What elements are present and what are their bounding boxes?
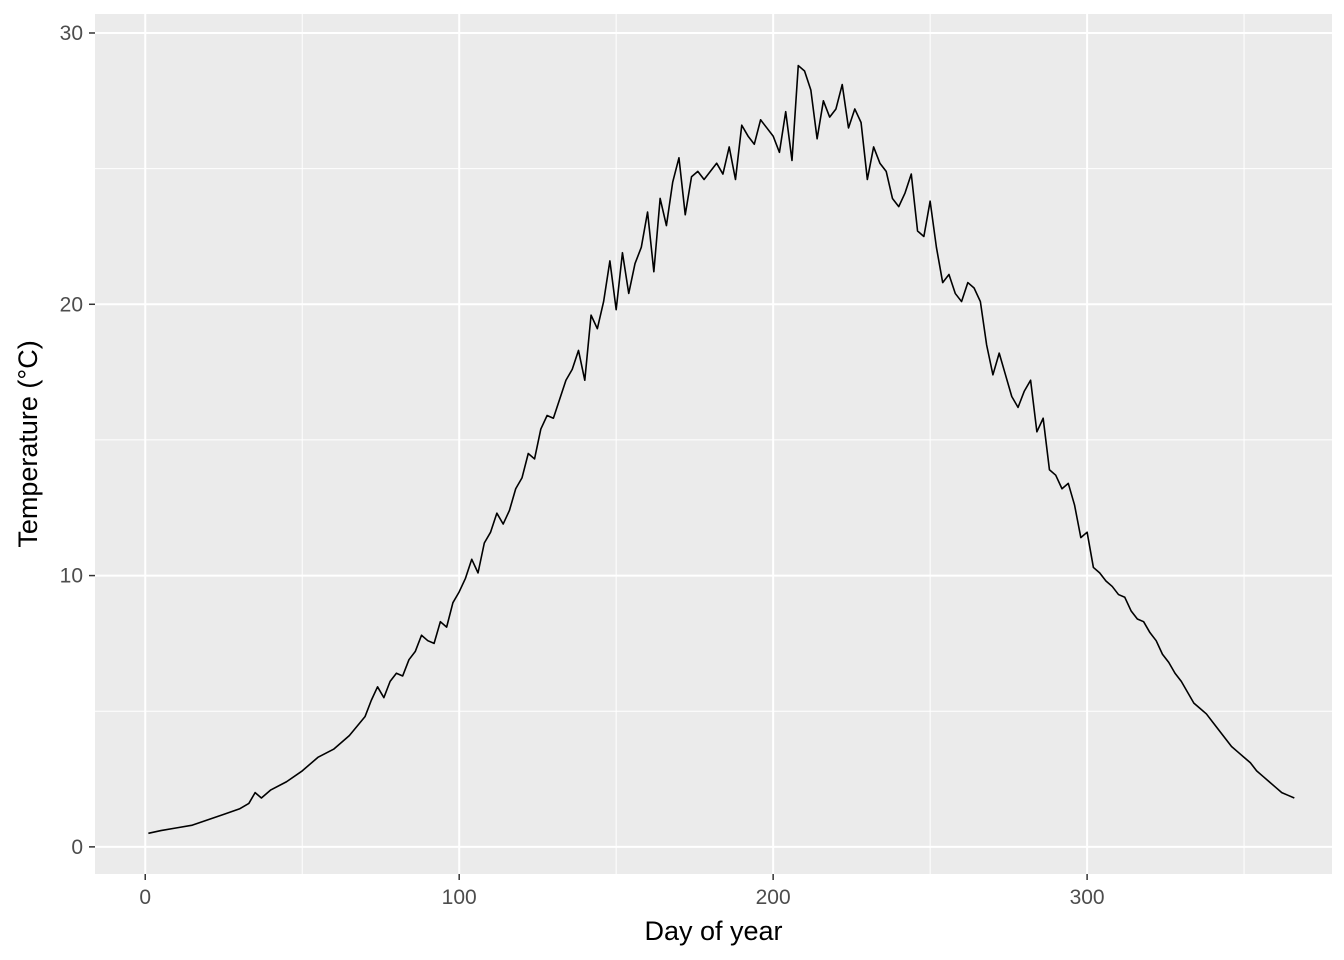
- y-tick-label: 20: [60, 293, 83, 316]
- x-tick-label: 300: [1070, 886, 1105, 909]
- axis-ticks: 0 100 200 300 0 10 20 30: [60, 22, 1105, 909]
- x-tick-label: 0: [139, 886, 151, 909]
- y-axis-title: Temperature (°C): [13, 340, 43, 547]
- y-tick-label: 0: [71, 836, 83, 859]
- y-tick-label: 10: [60, 565, 83, 588]
- x-tick-label: 200: [756, 886, 791, 909]
- y-tick-label: 30: [60, 22, 83, 45]
- x-tick-label: 100: [442, 886, 477, 909]
- plot-panel: [95, 14, 1332, 874]
- x-axis-title: Day of year: [644, 916, 782, 946]
- series-line: [148, 64, 1295, 835]
- gridlines: [95, 14, 1332, 874]
